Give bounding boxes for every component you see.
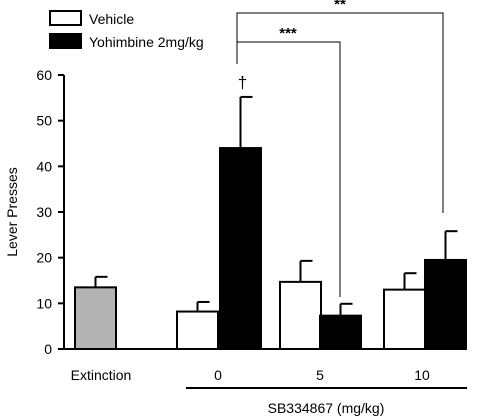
y-tick-label: 10 bbox=[36, 295, 52, 311]
legend-label: Vehicle bbox=[89, 11, 134, 27]
legend-label: Yohimbine 2mg/kg bbox=[89, 34, 204, 50]
significance-label: *** bbox=[279, 25, 297, 42]
y-tick-label: 40 bbox=[36, 158, 52, 174]
dagger-annotation: † bbox=[238, 73, 247, 92]
y-axis-label: Lever Presses bbox=[4, 167, 20, 256]
bar-extinction-extinction bbox=[74, 286, 117, 351]
bar-vehicle-0 bbox=[176, 310, 219, 351]
bar-yohimbine-2mg-kg-0 bbox=[219, 147, 262, 350]
x-tick-label: 0 bbox=[214, 367, 222, 383]
significance-label: ** bbox=[334, 0, 346, 13]
bar-yohimbine-2mg-kg-5 bbox=[319, 314, 362, 350]
y-tick-label: 20 bbox=[36, 250, 52, 266]
x-tick-label: Extinction bbox=[71, 367, 132, 383]
y-tick-label: 0 bbox=[44, 341, 52, 357]
y-tick-label: 30 bbox=[36, 204, 52, 220]
x-tick-label: 10 bbox=[414, 367, 430, 383]
x-tick-label: 5 bbox=[316, 367, 324, 383]
legend: Vehicle Yohimbine 2mg/kg bbox=[49, 10, 204, 50]
bar-vehicle-5 bbox=[279, 280, 322, 350]
x-axis-label: SB334867 (mg/kg) bbox=[268, 400, 385, 416]
bar-yohimbine-2mg-kg-10 bbox=[424, 258, 467, 351]
legend-swatch bbox=[49, 10, 82, 26]
bars: Extinction 0 5 10 † bbox=[71, 73, 467, 383]
y-tick-label: 60 bbox=[36, 67, 52, 83]
y-tick-label: 50 bbox=[36, 113, 52, 129]
legend-swatch bbox=[49, 33, 82, 49]
bar-vehicle-10 bbox=[383, 288, 426, 350]
significance-brackets: ***** bbox=[236, 0, 444, 297]
significance-bracket bbox=[236, 12, 444, 213]
